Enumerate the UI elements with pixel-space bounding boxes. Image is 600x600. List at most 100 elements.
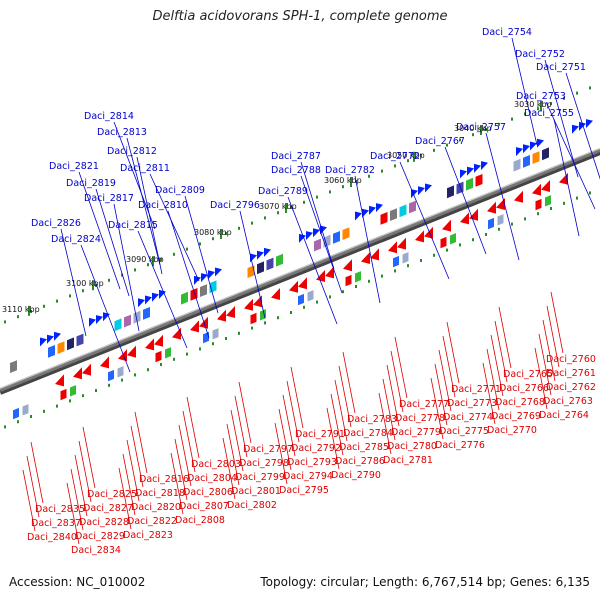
- leader-line-forward: [287, 196, 338, 325]
- gene-label-reverse: Daci_2763: [543, 396, 593, 407]
- tick-dot: [56, 404, 58, 408]
- tick-dot: [459, 138, 461, 142]
- forward-arrow: [89, 317, 96, 327]
- gene-block: [390, 208, 397, 221]
- leader-line-reverse: [378, 392, 392, 455]
- gene-label-reverse: Daci_2784: [343, 428, 393, 439]
- tick-dot: [43, 304, 45, 308]
- gene-label-reverse: Daci_2760: [546, 354, 596, 365]
- gene-label-forward: Daci_2751: [536, 62, 586, 73]
- gene-label-reverse: Daci_2793: [287, 457, 337, 468]
- gene-label-reverse: Daci_2770: [487, 425, 537, 436]
- kbp-label: 3030 kbp: [514, 100, 552, 109]
- gene-label-forward: Daci_2772: [370, 151, 420, 162]
- gene-label-forward: Daci_2809: [155, 185, 205, 196]
- forward-arrow: [537, 138, 544, 148]
- reverse-arrow: [82, 363, 91, 376]
- forward-arrow: [572, 124, 579, 134]
- tick-dot: [563, 201, 565, 205]
- forward-arrow: [425, 183, 432, 193]
- gene-label-reverse: Daci_2764: [539, 410, 589, 421]
- forward-arrow: [306, 231, 313, 241]
- kbp-label: 3050 kbp: [387, 151, 425, 160]
- leader-line-forward: [485, 132, 520, 261]
- tick-dot: [329, 190, 331, 194]
- leader-line-reverse: [338, 365, 352, 428]
- leader-line-reverse: [386, 364, 400, 427]
- leader-line-reverse: [546, 305, 560, 368]
- gene-features: [10, 119, 593, 420]
- kbp-label: 3090 kbp: [126, 255, 164, 264]
- tick-dot: [160, 363, 162, 366]
- tick-dot: [550, 102, 552, 105]
- gene-block: [380, 212, 388, 225]
- tick-dot: [472, 133, 474, 137]
- leader-line-forward: [565, 72, 600, 180]
- tick-dot: [251, 326, 253, 330]
- leader-line-reverse: [430, 377, 444, 440]
- forward-arrow: [40, 337, 47, 347]
- forward-arrow: [474, 163, 481, 173]
- reverse-arrow: [154, 334, 163, 347]
- gene-block: [10, 360, 17, 373]
- reverse-arrow: [442, 219, 451, 232]
- leader-line-reverse: [182, 410, 196, 473]
- forward-arrow: [579, 121, 586, 131]
- tick-dot: [17, 420, 19, 424]
- gene-label-forward: Daci_2817: [84, 193, 134, 204]
- leader-line-forward: [113, 203, 140, 332]
- leader-line-reverse: [26, 455, 40, 518]
- gene-label-reverse: Daci_2777: [399, 399, 449, 410]
- leader-line-reverse: [30, 441, 44, 504]
- leader-line-reverse: [122, 453, 136, 516]
- reverse-arrow: [514, 190, 523, 203]
- tick-dot: [212, 237, 214, 241]
- gene-block: [409, 200, 416, 214]
- gene-block: [497, 214, 504, 226]
- gene-label-reverse: Daci_2816: [139, 474, 189, 485]
- tick-dot: [290, 206, 292, 209]
- gene-block: [523, 155, 530, 168]
- reverse-arrow: [199, 316, 208, 329]
- gene-label-forward: Daci_2757: [456, 122, 506, 133]
- tick-dot: [433, 253, 435, 257]
- tick-dot: [199, 242, 201, 246]
- forward-arrow: [208, 270, 215, 280]
- leader-line-reverse: [70, 468, 84, 531]
- gene-block: [399, 204, 407, 218]
- gene-label-forward: Daci_2788: [271, 165, 321, 176]
- gene-label-reverse: Daci_2771: [451, 384, 501, 395]
- backbone-line: [0, 148, 600, 392]
- gene-block: [450, 233, 456, 245]
- gene-block: [513, 158, 521, 172]
- leader-line-reverse: [22, 469, 36, 532]
- backbone-highlight: [0, 148, 600, 389]
- leader-line-reverse: [490, 334, 504, 397]
- tick-dot: [550, 207, 552, 210]
- tick-dot: [134, 373, 136, 377]
- reverse-arrow: [343, 259, 352, 272]
- gene-label-forward: Daci_2826: [31, 218, 81, 229]
- gene-label-forward: Daci_2789: [258, 186, 308, 197]
- accession-text: Accession: NC_010002: [9, 575, 146, 589]
- gene-label-reverse: Daci_2779: [391, 427, 441, 438]
- gene-label-forward: Daci_2811: [120, 163, 170, 174]
- tick-dot: [381, 169, 383, 173]
- forward-arrow: [299, 233, 306, 243]
- leader-line-reverse: [330, 393, 344, 456]
- tick-dot: [394, 269, 396, 273]
- reverse-arrow: [325, 266, 334, 279]
- gene-block: [355, 271, 361, 283]
- scale-row-lower: [4, 191, 591, 429]
- gene-label-reverse: Daci_2802: [227, 500, 277, 511]
- gene-label-forward: Daci_2819: [66, 178, 116, 189]
- gene-label-reverse: Daci_2827: [83, 503, 133, 514]
- scale-row-upper: [4, 86, 591, 324]
- tick-dot: [30, 415, 32, 418]
- reverse-arrow: [469, 208, 478, 221]
- reverse-arrow: [388, 241, 397, 254]
- gene-block: [345, 274, 352, 287]
- tick-dot: [316, 195, 318, 199]
- tick-dot: [17, 315, 19, 319]
- leader-line-forward: [113, 121, 156, 230]
